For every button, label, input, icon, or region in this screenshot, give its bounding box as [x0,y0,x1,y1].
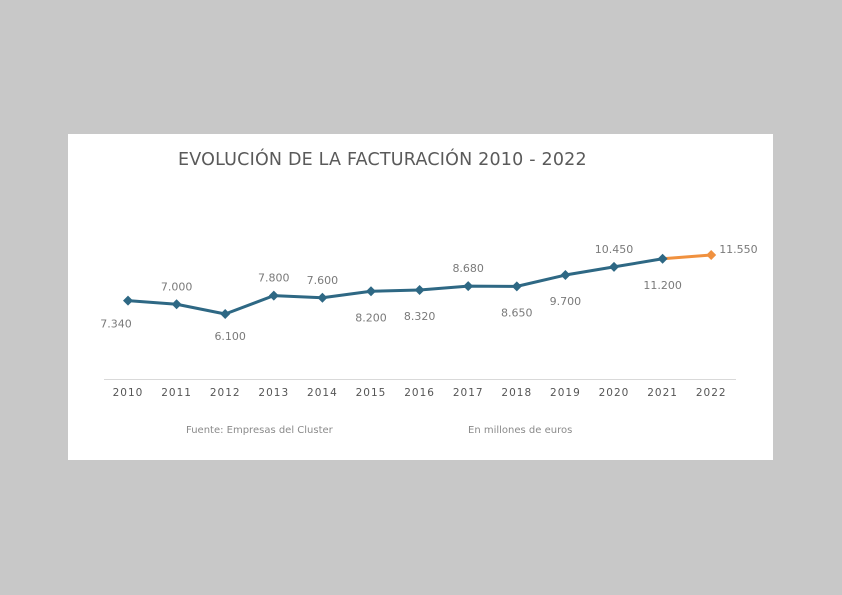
data-label: 11.200 [643,279,682,292]
x-tick-label: 2011 [161,387,192,399]
data-label: 7.000 [161,280,193,293]
data-point-marker [463,281,474,292]
source-note: Fuente: Empresas del Cluster [186,425,333,436]
data-label: 11.550 [719,243,758,256]
x-tick-label: 2018 [501,387,532,399]
x-tick-label: 2021 [647,387,678,399]
data-point-marker [317,292,328,303]
data-point-marker [366,286,376,297]
x-tick-label: 2012 [210,387,241,399]
x-tick-label: 2014 [307,387,338,399]
data-label: 6.100 [214,330,246,343]
data-point-marker [560,270,571,281]
data-point-marker [171,299,182,310]
data-point-marker [268,290,279,301]
series-line [127,257,663,316]
series-line-highlight [662,253,712,261]
chart-card: EVOLUCIÓN DE LA FACTURACIÓN 2010 - 2022 … [68,134,773,460]
x-tick-label: 2017 [453,387,484,399]
x-tick-label: 2022 [696,387,727,399]
x-tick-label: 2020 [599,387,630,399]
x-tick-label: 2019 [550,387,581,399]
data-label: 10.450 [595,243,634,256]
x-tick-label: 2013 [258,387,289,399]
data-point-marker [123,295,133,306]
data-point-marker [609,261,619,272]
chart-title: EVOLUCIÓN DE LA FACTURACIÓN 2010 - 2022 [178,150,587,170]
line-chart: 2010 2011 2012 2013 2014 2015 2016 2017 2018 2019… [100,243,758,399]
x-tick-label: 2016 [404,387,435,399]
data-label: 7.340 [100,318,132,331]
data-point-marker [657,253,668,264]
x-tick-label: 2010 [113,387,144,399]
data-point-marker [220,309,231,319]
data-label: 8.650 [501,306,533,319]
data-point-marker [511,281,522,292]
x-tick-label: 2015 [356,387,387,399]
data-label: 8.680 [452,262,484,275]
units-note: En millones de euros [468,425,573,436]
data-point-marker [414,284,425,295]
data-point-marker [706,250,717,260]
data-label: 7.800 [258,272,290,285]
data-label: 8.320 [404,310,436,323]
data-label: 8.200 [355,311,387,324]
data-label: 7.600 [307,274,339,287]
data-label: 9.700 [550,295,582,308]
